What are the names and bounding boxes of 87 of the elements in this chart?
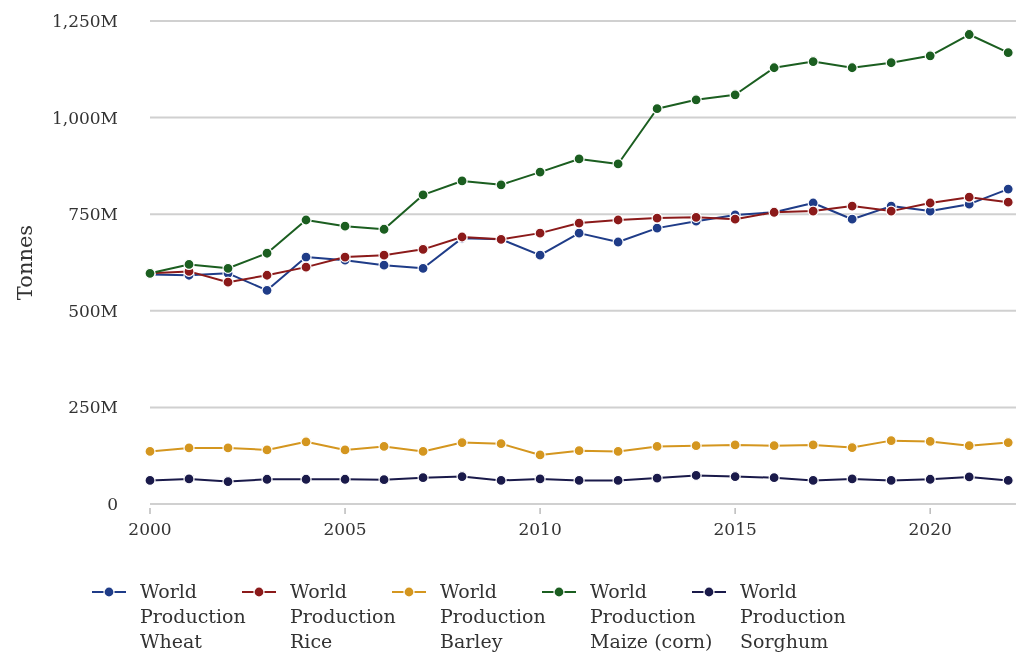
point <box>183 258 195 271</box>
x-tick-label: 2020 <box>908 519 952 539</box>
point <box>651 472 663 484</box>
point <box>651 212 663 224</box>
y-tick-label: 250M <box>68 397 118 418</box>
point <box>729 89 741 101</box>
point <box>378 474 390 486</box>
point <box>534 449 546 461</box>
point <box>612 236 624 248</box>
point <box>261 269 273 281</box>
point <box>573 217 585 229</box>
point <box>612 158 624 170</box>
x-tick-label: 2015 <box>713 519 757 539</box>
point <box>690 469 702 482</box>
point <box>534 473 546 485</box>
point <box>534 166 546 178</box>
point <box>261 444 273 456</box>
point <box>300 436 312 448</box>
legend-label: World Production Barley <box>440 580 546 652</box>
point <box>300 261 312 273</box>
point <box>300 251 312 263</box>
point <box>846 473 858 485</box>
y-tick-label: 500M <box>68 300 118 321</box>
point <box>261 473 273 485</box>
point <box>183 473 195 485</box>
point <box>768 62 780 74</box>
point <box>963 191 975 203</box>
point <box>1002 183 1014 195</box>
point <box>690 211 702 223</box>
x-tick-label: 2000 <box>128 519 172 539</box>
point <box>222 276 234 288</box>
point <box>378 223 390 235</box>
point <box>339 444 351 456</box>
point <box>261 247 273 259</box>
legend-label: World Production Rice <box>290 580 396 652</box>
x-tick-label: 2010 <box>518 519 562 539</box>
point <box>417 189 429 201</box>
y-axis-title: Tonnes <box>13 224 37 301</box>
x-tick-label: 2005 <box>323 519 367 539</box>
point <box>885 435 897 447</box>
point <box>222 262 234 274</box>
point <box>339 473 351 485</box>
point <box>924 435 936 447</box>
point <box>573 153 585 165</box>
point <box>807 205 819 217</box>
point <box>690 440 702 452</box>
point <box>963 440 975 452</box>
y-tick-label: 1,250M <box>51 10 118 31</box>
point <box>261 284 273 296</box>
point <box>456 175 468 187</box>
point <box>378 259 390 271</box>
point <box>534 249 546 261</box>
point <box>729 213 741 225</box>
point <box>807 439 819 451</box>
point <box>885 205 897 217</box>
point <box>573 227 585 239</box>
point <box>846 200 858 212</box>
point <box>729 439 741 451</box>
y-tick-label: 750M <box>68 204 118 225</box>
point <box>846 62 858 74</box>
legend-label: World Production Wheat <box>140 580 246 652</box>
point <box>300 214 312 226</box>
point <box>612 214 624 226</box>
point <box>924 197 936 209</box>
point <box>846 213 858 225</box>
point <box>924 50 936 62</box>
point <box>300 473 312 485</box>
point <box>417 262 429 274</box>
point <box>651 103 663 115</box>
legend-label: World Production Maize (corn) <box>590 580 713 652</box>
point <box>963 471 975 483</box>
point <box>417 243 429 255</box>
point <box>768 440 780 452</box>
point <box>378 249 390 261</box>
point <box>534 227 546 239</box>
point <box>339 220 351 232</box>
point <box>690 94 702 106</box>
point <box>885 57 897 69</box>
point <box>183 442 195 454</box>
legend-label: World Production Sorghum <box>740 580 846 652</box>
point <box>1002 196 1014 208</box>
point <box>924 473 936 485</box>
point <box>651 222 663 234</box>
y-tick-label: 1,000M <box>51 107 118 128</box>
y-tick-label: 0 <box>107 493 118 514</box>
point <box>222 442 234 454</box>
point <box>495 179 507 191</box>
